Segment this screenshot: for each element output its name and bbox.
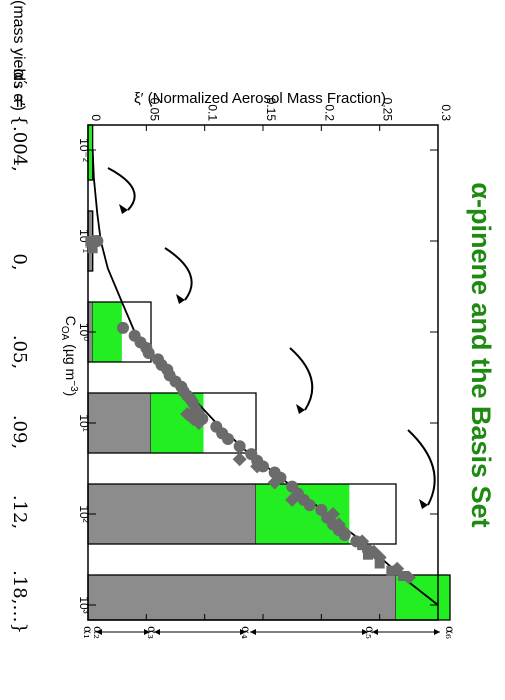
diamond-point-1-9 bbox=[337, 525, 352, 540]
shift-arrows bbox=[107, 167, 436, 509]
square-point-2-1 bbox=[87, 243, 98, 254]
yield-list: α′ᵢ = {.004, 0, .05, .09, .12, .18,…} bbox=[9, 68, 30, 634]
diamond-point-1-3 bbox=[232, 452, 247, 467]
diamond-point-1-5 bbox=[267, 475, 282, 490]
circle-point-0-6 bbox=[142, 346, 155, 359]
square-point-2-3 bbox=[363, 549, 373, 560]
y-axis-label: ξ′ (Normalized Aerosol Mass Fraction) bbox=[134, 90, 386, 107]
square-point-2-2 bbox=[357, 540, 368, 551]
yield-item-3: .09, bbox=[9, 415, 30, 449]
x-axis-label: COA (µg m−3) bbox=[59, 316, 79, 397]
basis-labels: α₁α₂α₃α₄α₅α₆ bbox=[81, 626, 457, 639]
x-tick-label-2: 10⁰ bbox=[77, 323, 91, 341]
diamond-point-1-8 bbox=[331, 517, 346, 532]
circle-point-0-32 bbox=[303, 499, 316, 512]
circle-point-0-2 bbox=[117, 321, 129, 334]
chart-title: α-pinene and the Basis Set bbox=[466, 182, 496, 527]
x-tick-label-0: 10⁻² bbox=[77, 138, 91, 162]
y-tick-label-5: 0.25 bbox=[381, 98, 395, 122]
arrow-3 bbox=[407, 429, 436, 506]
plot-border bbox=[87, 124, 439, 621]
mass-yields-note: (mass yields α′) bbox=[10, 0, 27, 111]
basis-label-4: α₅ bbox=[363, 626, 377, 639]
basis-set-bars bbox=[87, 124, 451, 621]
y-tick-label-3: 0.15 bbox=[264, 98, 278, 122]
yield-item-4: .12, bbox=[9, 495, 30, 529]
x-axis-ticks: 10⁻² 10⁻¹ 10⁰ 10¹ 10² 10³ bbox=[77, 138, 438, 614]
square-point-2-4 bbox=[374, 558, 385, 569]
basis-label-0: α₁ bbox=[81, 626, 95, 639]
diamond-point-1-6 bbox=[285, 492, 300, 507]
bar-gray-4 bbox=[87, 483, 257, 545]
x-tick-label-3: 10¹ bbox=[77, 414, 91, 431]
y-tick-label-0: 0 bbox=[89, 114, 103, 121]
bar-green-0 bbox=[88, 125, 93, 180]
diamond-point-1-7 bbox=[326, 507, 340, 521]
yield-item-2: .05, bbox=[9, 335, 30, 369]
y-tick-label-2: 0.1 bbox=[206, 104, 220, 121]
y-tick-label-1: 0.05 bbox=[147, 98, 161, 122]
yield-item-0: α′ᵢ = {.004, bbox=[9, 68, 30, 172]
arrow-2 bbox=[289, 347, 314, 411]
bar-gray-3 bbox=[87, 392, 152, 454]
x-tick-label-4: 10² bbox=[77, 505, 91, 522]
basis-label-3: α₄ bbox=[239, 626, 253, 639]
diamond-point-1-4 bbox=[250, 459, 265, 474]
basis-label-2: α₃ bbox=[145, 626, 159, 639]
basis-label-5: α₆ bbox=[443, 626, 457, 639]
arrow-0 bbox=[107, 167, 136, 211]
arrow-head-1 bbox=[176, 294, 185, 304]
plot-frame bbox=[87, 124, 439, 621]
y-axis-ticks: 0 0.05 0.1 0.15 0.2 0.25 0.3 bbox=[87, 98, 453, 620]
y-tick-label-4: 0.2 bbox=[322, 104, 336, 121]
x-tick-label-5: 10³ bbox=[77, 596, 91, 613]
x-axis-label-text: COA (µg m−3) bbox=[59, 316, 79, 397]
data-points bbox=[85, 235, 416, 585]
circle-point-0-23 bbox=[233, 440, 246, 453]
range-arrow-head-0 bbox=[96, 629, 150, 635]
arrow-head-2 bbox=[296, 404, 305, 414]
arrow-head-0 bbox=[119, 204, 128, 214]
x-tick-label-1: 10⁻¹ bbox=[77, 229, 91, 253]
square-point-2-5 bbox=[386, 565, 397, 576]
arrow-1 bbox=[164, 247, 193, 301]
diamond-point-1-2 bbox=[191, 416, 206, 430]
square-point-2-6 bbox=[398, 570, 408, 581]
circle-point-0-22 bbox=[222, 433, 234, 446]
bar-green-2 bbox=[92, 302, 122, 362]
yield-item-5: .18,…} bbox=[9, 570, 30, 634]
bar-gray-5 bbox=[87, 574, 397, 621]
square-point-2-0 bbox=[85, 236, 96, 246]
y-tick-label-6: 0.3 bbox=[439, 104, 453, 121]
bar-green-5 bbox=[396, 575, 450, 620]
yield-item-1: 0, bbox=[9, 253, 30, 270]
arrow-head-3 bbox=[419, 499, 428, 509]
